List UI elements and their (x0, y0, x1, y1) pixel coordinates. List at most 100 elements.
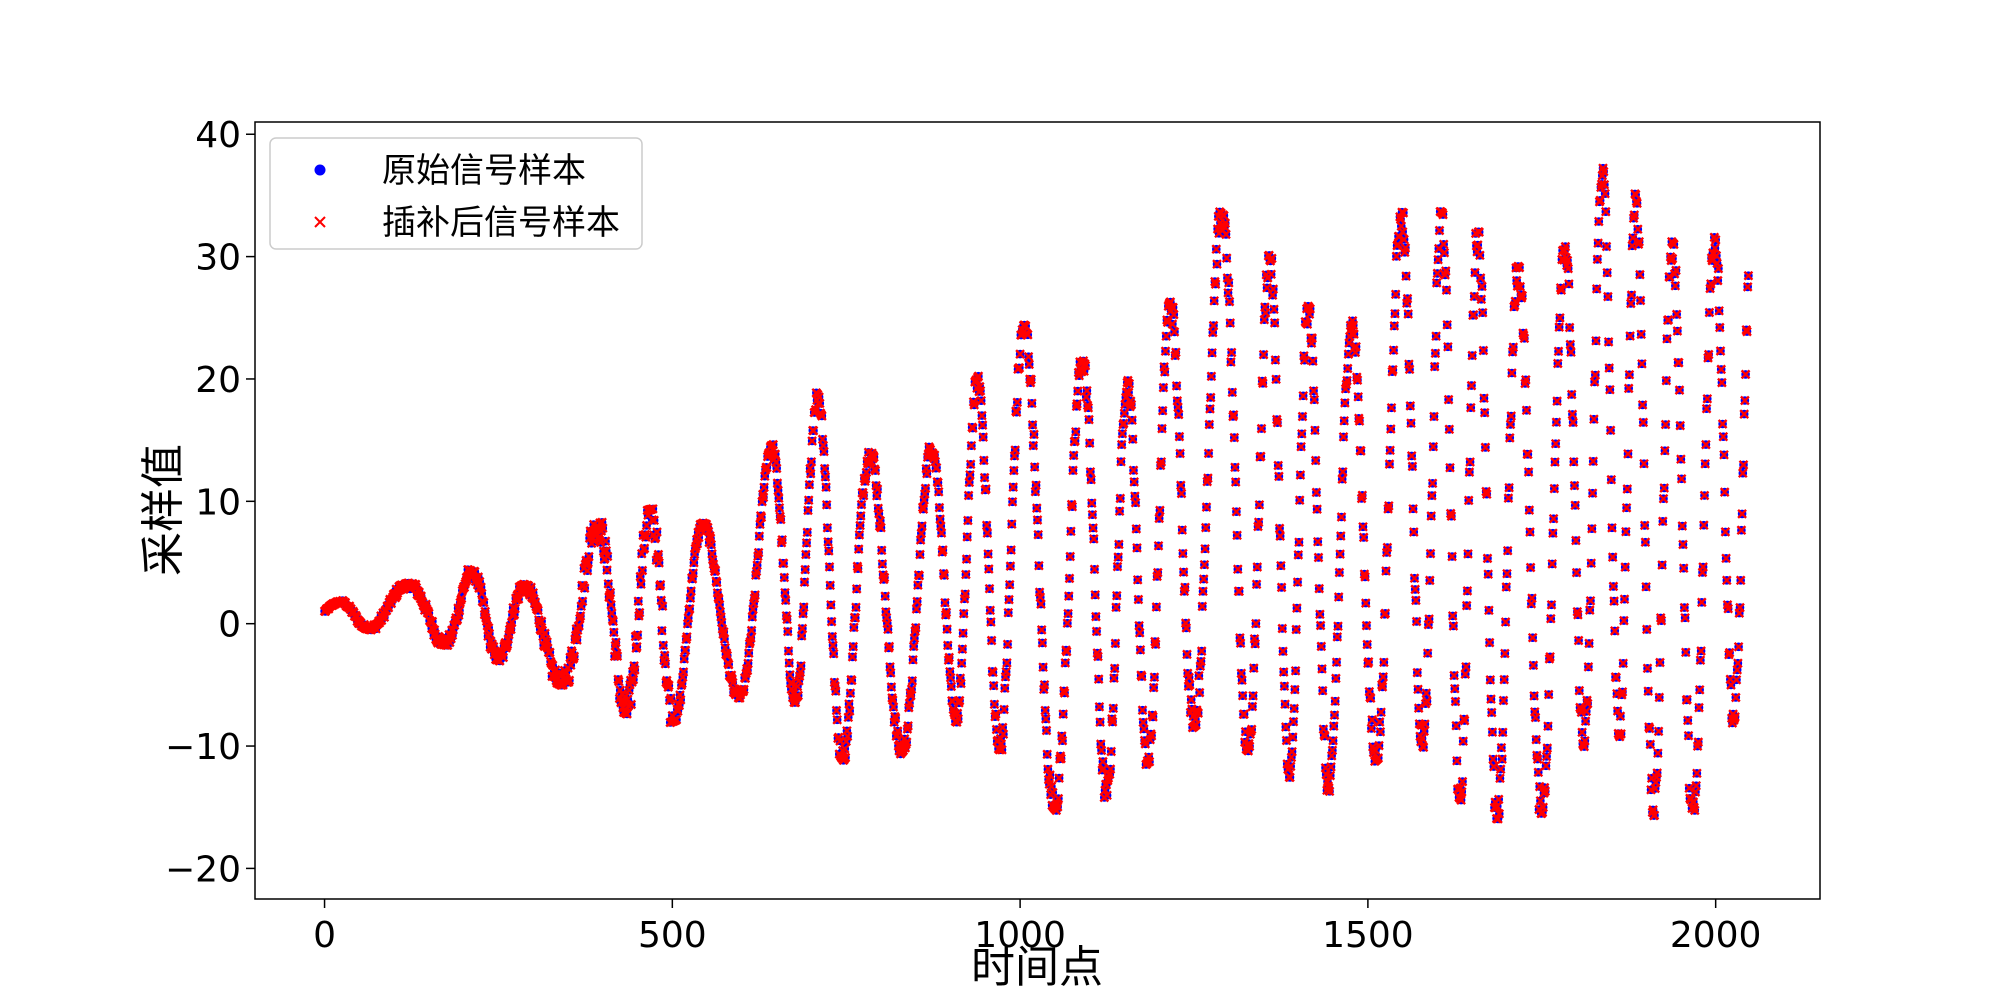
interpolated-point (958, 628, 968, 639)
interpolated-point (1342, 375, 1352, 386)
interpolated-point (636, 579, 646, 590)
interpolated-point (1625, 331, 1635, 341)
interpolated-point (1517, 290, 1528, 301)
interpolated-point (920, 483, 931, 494)
interpolated-point (1036, 625, 1047, 635)
interpolated-point (1492, 801, 1503, 812)
interpolated-point (1480, 442, 1491, 453)
interpolated-point (1427, 478, 1438, 489)
interpolated-point (856, 499, 867, 510)
interpolated-point (773, 493, 784, 504)
interpolated-point (545, 647, 555, 658)
interpolated-point (1639, 520, 1650, 531)
interpolated-point (1695, 655, 1706, 666)
interpolated-point (1456, 787, 1467, 797)
interpolated-point (1546, 599, 1557, 610)
interpolated-point (1620, 562, 1631, 572)
interpolated-point (1566, 389, 1577, 400)
interpolated-point (1160, 346, 1171, 357)
interpolated-point (1335, 549, 1345, 559)
interpolated-point (1057, 735, 1068, 746)
interpolated-point (679, 654, 690, 664)
interpolated-point (1029, 429, 1039, 440)
interpolated-point (510, 603, 520, 614)
interpolated-point (822, 522, 833, 533)
interpolated-point (1502, 545, 1513, 556)
interpolated-point (526, 582, 536, 593)
interpolated-point (1533, 767, 1544, 778)
interpolated-point (1110, 638, 1121, 649)
interpolated-point (1127, 434, 1138, 445)
y-tick-label: −10 (165, 727, 241, 768)
interpolated-point (759, 482, 769, 493)
interpolated-point (1058, 709, 1069, 719)
interpolated-point (1194, 687, 1205, 698)
interpolated-point (1472, 240, 1483, 250)
interpolated-point (1653, 726, 1664, 737)
interpolated-point (1442, 319, 1453, 330)
interpolated-point (1270, 355, 1281, 365)
interpolated-point (1001, 666, 1012, 677)
interpolated-point (1002, 639, 1013, 650)
interpolated-point (1689, 805, 1700, 816)
interpolated-point (456, 593, 467, 604)
interpolated-point (750, 590, 760, 600)
interpolated-point (1353, 391, 1364, 402)
interpolated-point (1637, 358, 1647, 369)
interpolated-point (820, 472, 831, 482)
interpolated-point (855, 511, 866, 521)
interpolated-point (635, 571, 646, 582)
interpolated-point (1280, 722, 1291, 732)
interpolated-point (1691, 780, 1702, 791)
interpolated-point (1357, 490, 1368, 501)
interpolated-point (1295, 470, 1306, 480)
interpolated-point (1198, 574, 1209, 584)
interpolated-point (743, 648, 754, 658)
interpolated-point (1573, 635, 1584, 646)
x-tick-label: 2000 (1670, 915, 1762, 956)
interpolated-point (659, 650, 670, 661)
interpolated-point (1710, 235, 1721, 245)
interpolated-point (1422, 648, 1433, 659)
interpolated-point (1089, 564, 1100, 575)
interpolated-point (1378, 672, 1389, 682)
interpolated-point (1199, 559, 1210, 570)
interpolated-point (1584, 638, 1594, 649)
interpolated-point (960, 589, 971, 599)
interpolated-point (1197, 601, 1208, 612)
interpolated-point (1397, 227, 1408, 237)
interpolated-point (782, 614, 792, 625)
interpolated-point (1374, 740, 1384, 751)
interpolated-point (1358, 532, 1369, 543)
interpolated-point (963, 490, 974, 501)
interpolated-point (424, 608, 434, 619)
interpolated-point (1198, 586, 1208, 597)
interpolated-point (1495, 773, 1505, 784)
interpolated-point (1488, 761, 1499, 772)
interpolated-point (746, 633, 756, 643)
interpolated-point (940, 610, 951, 620)
interpolated-point (1700, 458, 1711, 469)
interpolated-point (1475, 250, 1485, 261)
interpolated-point (1551, 417, 1562, 428)
interpolated-point (1232, 564, 1243, 575)
interpolated-point (648, 504, 658, 514)
interpolated-point (684, 603, 695, 614)
interpolated-point (872, 484, 883, 494)
interpolated-point (1659, 483, 1670, 493)
interpolated-point (1545, 613, 1556, 624)
interpolated-point (1657, 560, 1667, 570)
interpolated-point (1449, 683, 1460, 694)
interpolated-point (1037, 638, 1048, 648)
interpolated-point (977, 410, 987, 421)
interpolated-point (664, 680, 674, 691)
interpolated-point (1388, 345, 1399, 356)
interpolated-point (1096, 745, 1107, 756)
interpolated-point (938, 545, 948, 555)
interpolated-point (1266, 269, 1277, 280)
interpolated-point (1636, 329, 1647, 340)
legend-label-original: 原始信号样本 (382, 151, 586, 191)
interpolated-point (1562, 255, 1573, 266)
interpolated-point (1102, 790, 1112, 801)
interpolated-point (988, 667, 998, 678)
